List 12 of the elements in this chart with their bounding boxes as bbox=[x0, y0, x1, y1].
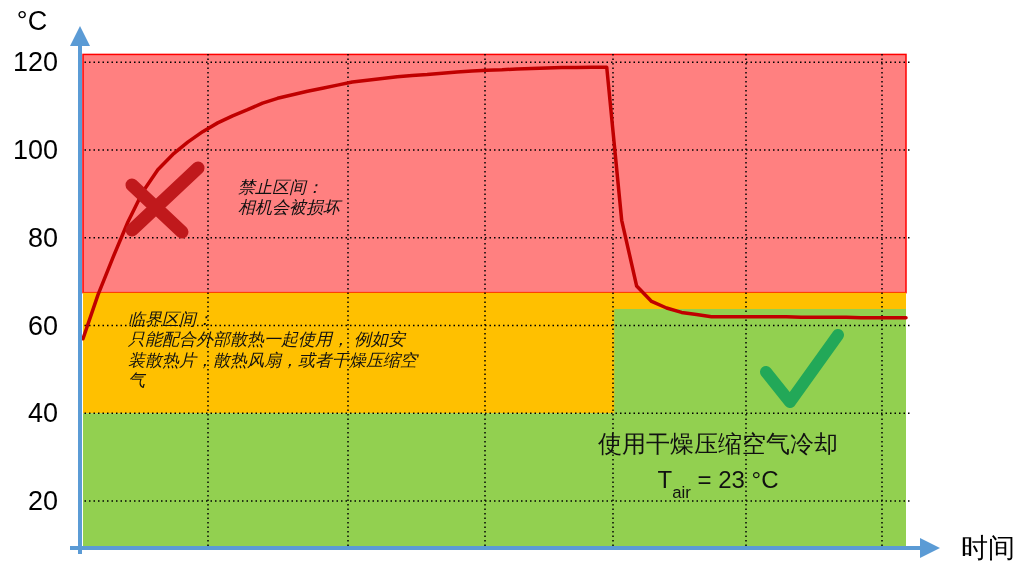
annotation: T$_{air}$ = 23 °C bbox=[657, 466, 779, 502]
y-axis-title: °C bbox=[16, 6, 48, 36]
y-tick-label: 80 bbox=[27, 222, 58, 253]
y-tick-label: 40 bbox=[27, 398, 58, 429]
x-axis-title: 时间 bbox=[961, 533, 1015, 563]
annotation: 临界区间：只能配合外部散热一起使用， 例如安装散热片，散热风扇，或者干燥压缩空气 bbox=[127, 310, 419, 391]
annotation: 禁止区间：相机会被损坏 bbox=[238, 178, 343, 218]
y-tick-label: 20 bbox=[27, 486, 58, 517]
y-tick-label: 60 bbox=[27, 310, 58, 341]
y-tick-label: 100 bbox=[12, 135, 58, 166]
annotation: 使用干燥压缩空气冷却 bbox=[598, 430, 838, 457]
y-tick-label: 120 bbox=[12, 47, 58, 78]
